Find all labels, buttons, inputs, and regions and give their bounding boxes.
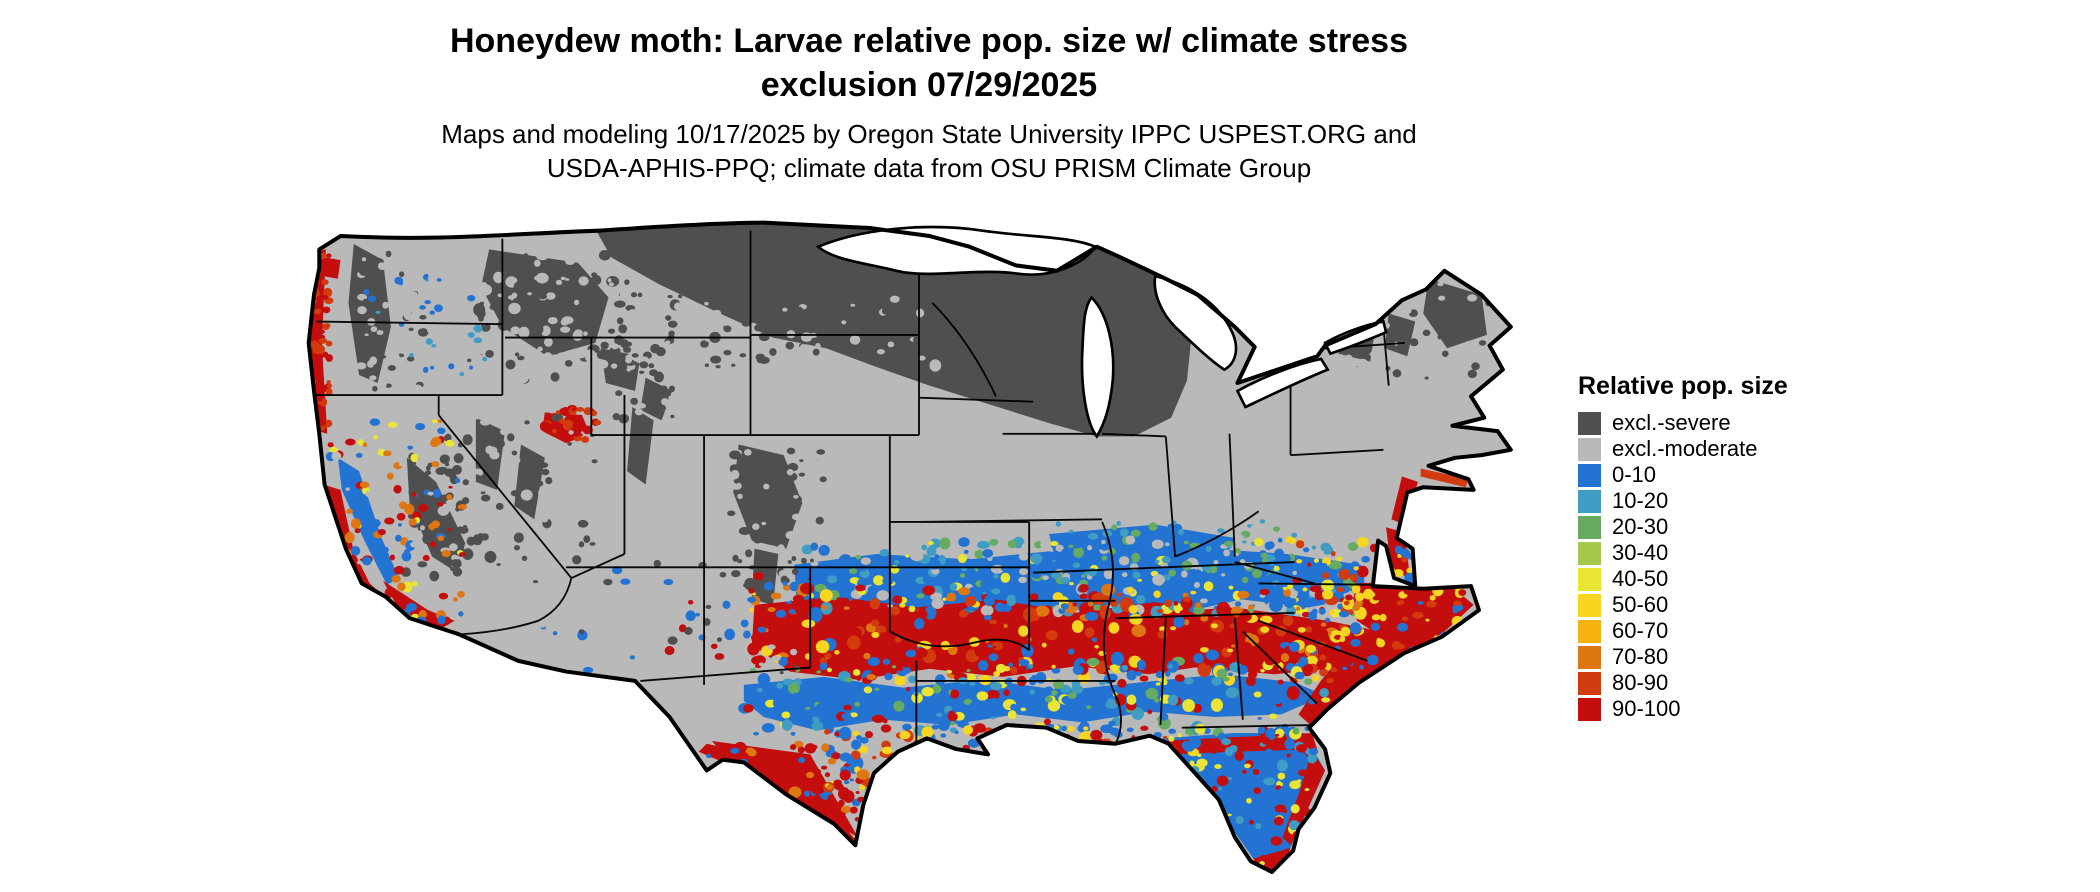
map-legend: Relative pop. size excl.-severe excl.-mod…: [1578, 372, 1788, 722]
legend-item: 60-70: [1578, 618, 1788, 644]
legend-swatch-r90: [1578, 697, 1601, 721]
legend-swatch-g30: [1578, 541, 1601, 565]
legend-swatch-b10: [1578, 489, 1601, 513]
legend-label: 20-30: [1612, 514, 1669, 539]
legend-swatch-moderate: [1578, 437, 1601, 461]
map-title-line1: Honeydew moth: Larvae relative pop. size…: [449, 22, 1408, 60]
legend-item: 50-60: [1578, 592, 1788, 618]
map-subtitle-line1: Maps and modeling 10/17/2025 by Oregon S…: [441, 119, 1417, 149]
legend-items: excl.-severe excl.-moderate 0-10 10-20 20-30…: [1578, 410, 1788, 722]
legend-item: 40-50: [1578, 566, 1788, 592]
map-title-line2: exclusion 07/29/2025: [760, 65, 1098, 104]
legend-item: excl.-severe: [1578, 410, 1788, 436]
legend-label: excl.-moderate: [1612, 436, 1758, 461]
legend-item: 0-10: [1578, 462, 1788, 488]
legend-title: Relative pop. size: [1578, 372, 1788, 400]
legend-swatch-y60: [1578, 619, 1601, 643]
legend-label: 30-40: [1612, 540, 1669, 565]
legend-swatch-y50: [1578, 593, 1601, 617]
legend-label: 40-50: [1612, 566, 1669, 591]
legend-label: 50-60: [1612, 592, 1669, 617]
us-distribution-map: [306, 220, 1540, 888]
map-subtitle: Maps and modeling 10/17/2025 by Oregon S…: [0, 118, 1858, 186]
us-map-svg: [306, 220, 1513, 874]
legend-swatch-o70: [1578, 645, 1601, 669]
legend-swatch-y40: [1578, 567, 1601, 591]
legend-label: 80-90: [1612, 670, 1669, 695]
legend-label: 90-100: [1612, 696, 1681, 721]
legend-label: 60-70: [1612, 618, 1669, 643]
legend-item: 80-90: [1578, 670, 1788, 696]
legend-label: 70-80: [1612, 644, 1669, 669]
legend-label: 0-10: [1612, 462, 1657, 487]
legend-item: 10-20: [1578, 488, 1788, 514]
legend-swatch-o80: [1578, 671, 1601, 695]
legend-item: 30-40: [1578, 540, 1788, 566]
legend-item: excl.-moderate: [1578, 436, 1788, 462]
legend-label: 10-20: [1612, 488, 1669, 513]
legend-item: 20-30: [1578, 514, 1788, 540]
legend-swatch-b0: [1578, 463, 1601, 487]
legend-swatch-g20: [1578, 515, 1601, 539]
legend-label: excl.-severe: [1612, 410, 1731, 435]
map-subtitle-line2: USDA-APHIS-PPQ; climate data from OSU PR…: [546, 152, 1312, 183]
legend-swatch-severe: [1578, 411, 1601, 435]
map-title: Honeydew moth: Larvae relative pop. size…: [0, 20, 1858, 107]
legend-item: 70-80: [1578, 644, 1788, 670]
legend-item: 90-100: [1578, 696, 1788, 722]
